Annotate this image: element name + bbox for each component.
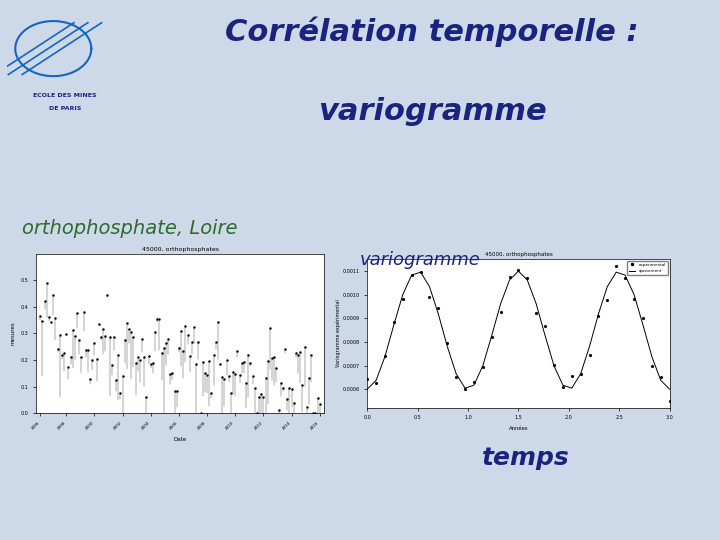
Text: DE PARIS: DE PARIS — [49, 105, 81, 111]
Title: 45000, orthophosphates: 45000, orthophosphates — [142, 247, 218, 252]
Text: variogramme: variogramme — [360, 251, 481, 269]
Text: temps: temps — [482, 446, 570, 469]
Y-axis label: mesures: mesures — [10, 322, 15, 345]
Text: orthophosphate, Loire: orthophosphate, Loire — [22, 219, 237, 238]
Legend: expérimental, ajustement: expérimental, ajustement — [627, 261, 667, 275]
Title: 45000, orthophosphates: 45000, orthophosphates — [485, 252, 552, 258]
Text: Corrélation temporelle :: Corrélation temporelle : — [225, 16, 639, 46]
Y-axis label: Variogramme expérimental: Variogramme expérimental — [336, 300, 341, 367]
Text: ECOLE DES MINES: ECOLE DES MINES — [33, 92, 96, 98]
X-axis label: Années: Années — [508, 426, 528, 431]
X-axis label: Date: Date — [174, 436, 186, 442]
Text: variogramme: variogramme — [318, 97, 546, 126]
